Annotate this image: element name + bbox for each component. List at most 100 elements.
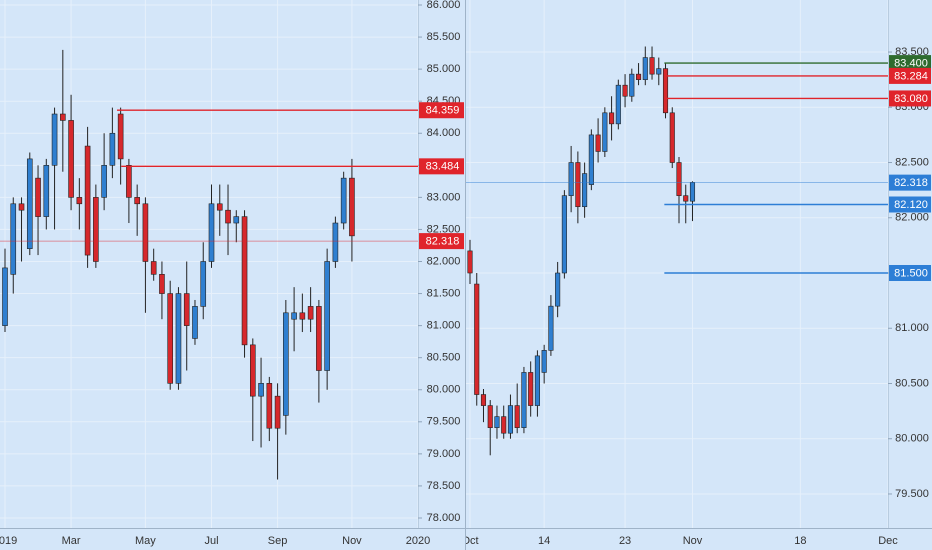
candle-body [117,113,124,160]
y-tick-label: 82.000 [895,212,929,224]
candle-body [183,293,190,326]
candle-body [332,222,339,262]
candle-body [555,272,561,307]
candle-body [299,312,306,320]
y-tick-label: 80.000 [895,433,929,445]
y-tick-label: 85.500 [427,31,461,43]
candle-body [324,261,330,371]
x-tick-label: May [135,535,156,547]
level-label: 83.284 [894,70,928,82]
candle-body [609,112,615,125]
candle-body [159,274,165,294]
candle-body [629,73,635,97]
x-tick-label: Mar [62,535,81,547]
candle-body [656,68,662,75]
candle-body [568,162,574,196]
y-tick-label: 82.500 [895,156,929,168]
candle-body [474,283,480,395]
candle-body [126,165,132,198]
candle-body [43,165,50,217]
y-tick-label: 82.000 [427,255,461,267]
candle-body [258,383,264,397]
level-label-box [419,158,464,175]
candle-body [35,177,41,217]
candle-body [51,113,58,166]
y-tick-label: 80.500 [427,352,461,364]
candle-body [142,203,149,262]
candle-body [101,165,107,198]
level-label: 82.120 [894,199,928,211]
candle-body [528,372,534,406]
level-label-box [419,102,464,119]
x-tick-label: Sep [268,535,288,547]
level-label-box [889,174,931,191]
candle-body [274,395,281,429]
candle-body [26,158,33,249]
candle-body [615,84,621,125]
y-tick-label: 85.000 [427,63,461,75]
candle-body [134,197,140,205]
candle-body [200,261,207,307]
candle-body [291,312,297,320]
y-tick-label: 83.500 [895,46,929,58]
y-tick-label: 79.000 [427,448,461,460]
candle-body [76,197,83,205]
candle-body [642,57,648,80]
x-tick-label: Jul [204,535,218,547]
x-tick-label: 18 [794,535,806,547]
candle-body [250,344,256,397]
candle-body [622,84,628,97]
candle-body [68,120,74,198]
candle-body [60,113,66,121]
candle-body [507,405,514,434]
plot-area [466,0,888,528]
level-label: 81.500 [894,267,928,279]
x-tick-label: Nov [683,535,703,547]
candle-body [548,305,554,351]
y-tick-label: 84.000 [427,127,461,139]
y-tick-label: 81.500 [427,287,461,299]
y-tick-label: 80.500 [895,377,929,389]
candle-body [233,216,240,224]
level-label: 83.400 [894,57,928,69]
candle-body [541,350,547,373]
level-label-box [419,233,464,250]
candle-body [2,267,8,326]
candle-body [514,405,520,428]
level-label-box [889,196,931,213]
level-label-box [889,67,931,84]
candle-body [669,112,675,163]
level-label-box [889,265,931,282]
y-tick-label: 78.500 [427,480,461,492]
candle-body [316,306,322,371]
candle-body [501,416,507,434]
candle-body [635,73,642,80]
x-tick-label: Dec [878,535,898,547]
y-tick-label: 83.000 [427,191,461,203]
candle-body [192,306,198,339]
candle-body [225,209,231,224]
y-tick-label: 80.000 [427,384,461,396]
level-label: 82.318 [426,236,460,248]
candle-body [683,195,689,202]
candle-body [595,134,601,152]
candle-body [84,145,91,256]
level-label: 82.318 [894,177,928,189]
candle-body [208,203,215,262]
level-label: 83.080 [894,93,928,105]
candle-body [175,293,182,384]
y-tick-label: 79.500 [895,488,929,500]
candle-body [521,372,527,428]
candle-body [487,405,493,428]
x-tick-label: 2020 [406,535,430,547]
candle-body [676,162,682,196]
y-tick-label: 79.500 [427,416,461,428]
candle-body [150,261,157,275]
y-tick-label: 81.000 [427,320,461,332]
candle-body [167,293,173,384]
candle-body [241,216,248,346]
y-tick-label: 86.000 [427,0,461,11]
candle-body [494,416,500,428]
